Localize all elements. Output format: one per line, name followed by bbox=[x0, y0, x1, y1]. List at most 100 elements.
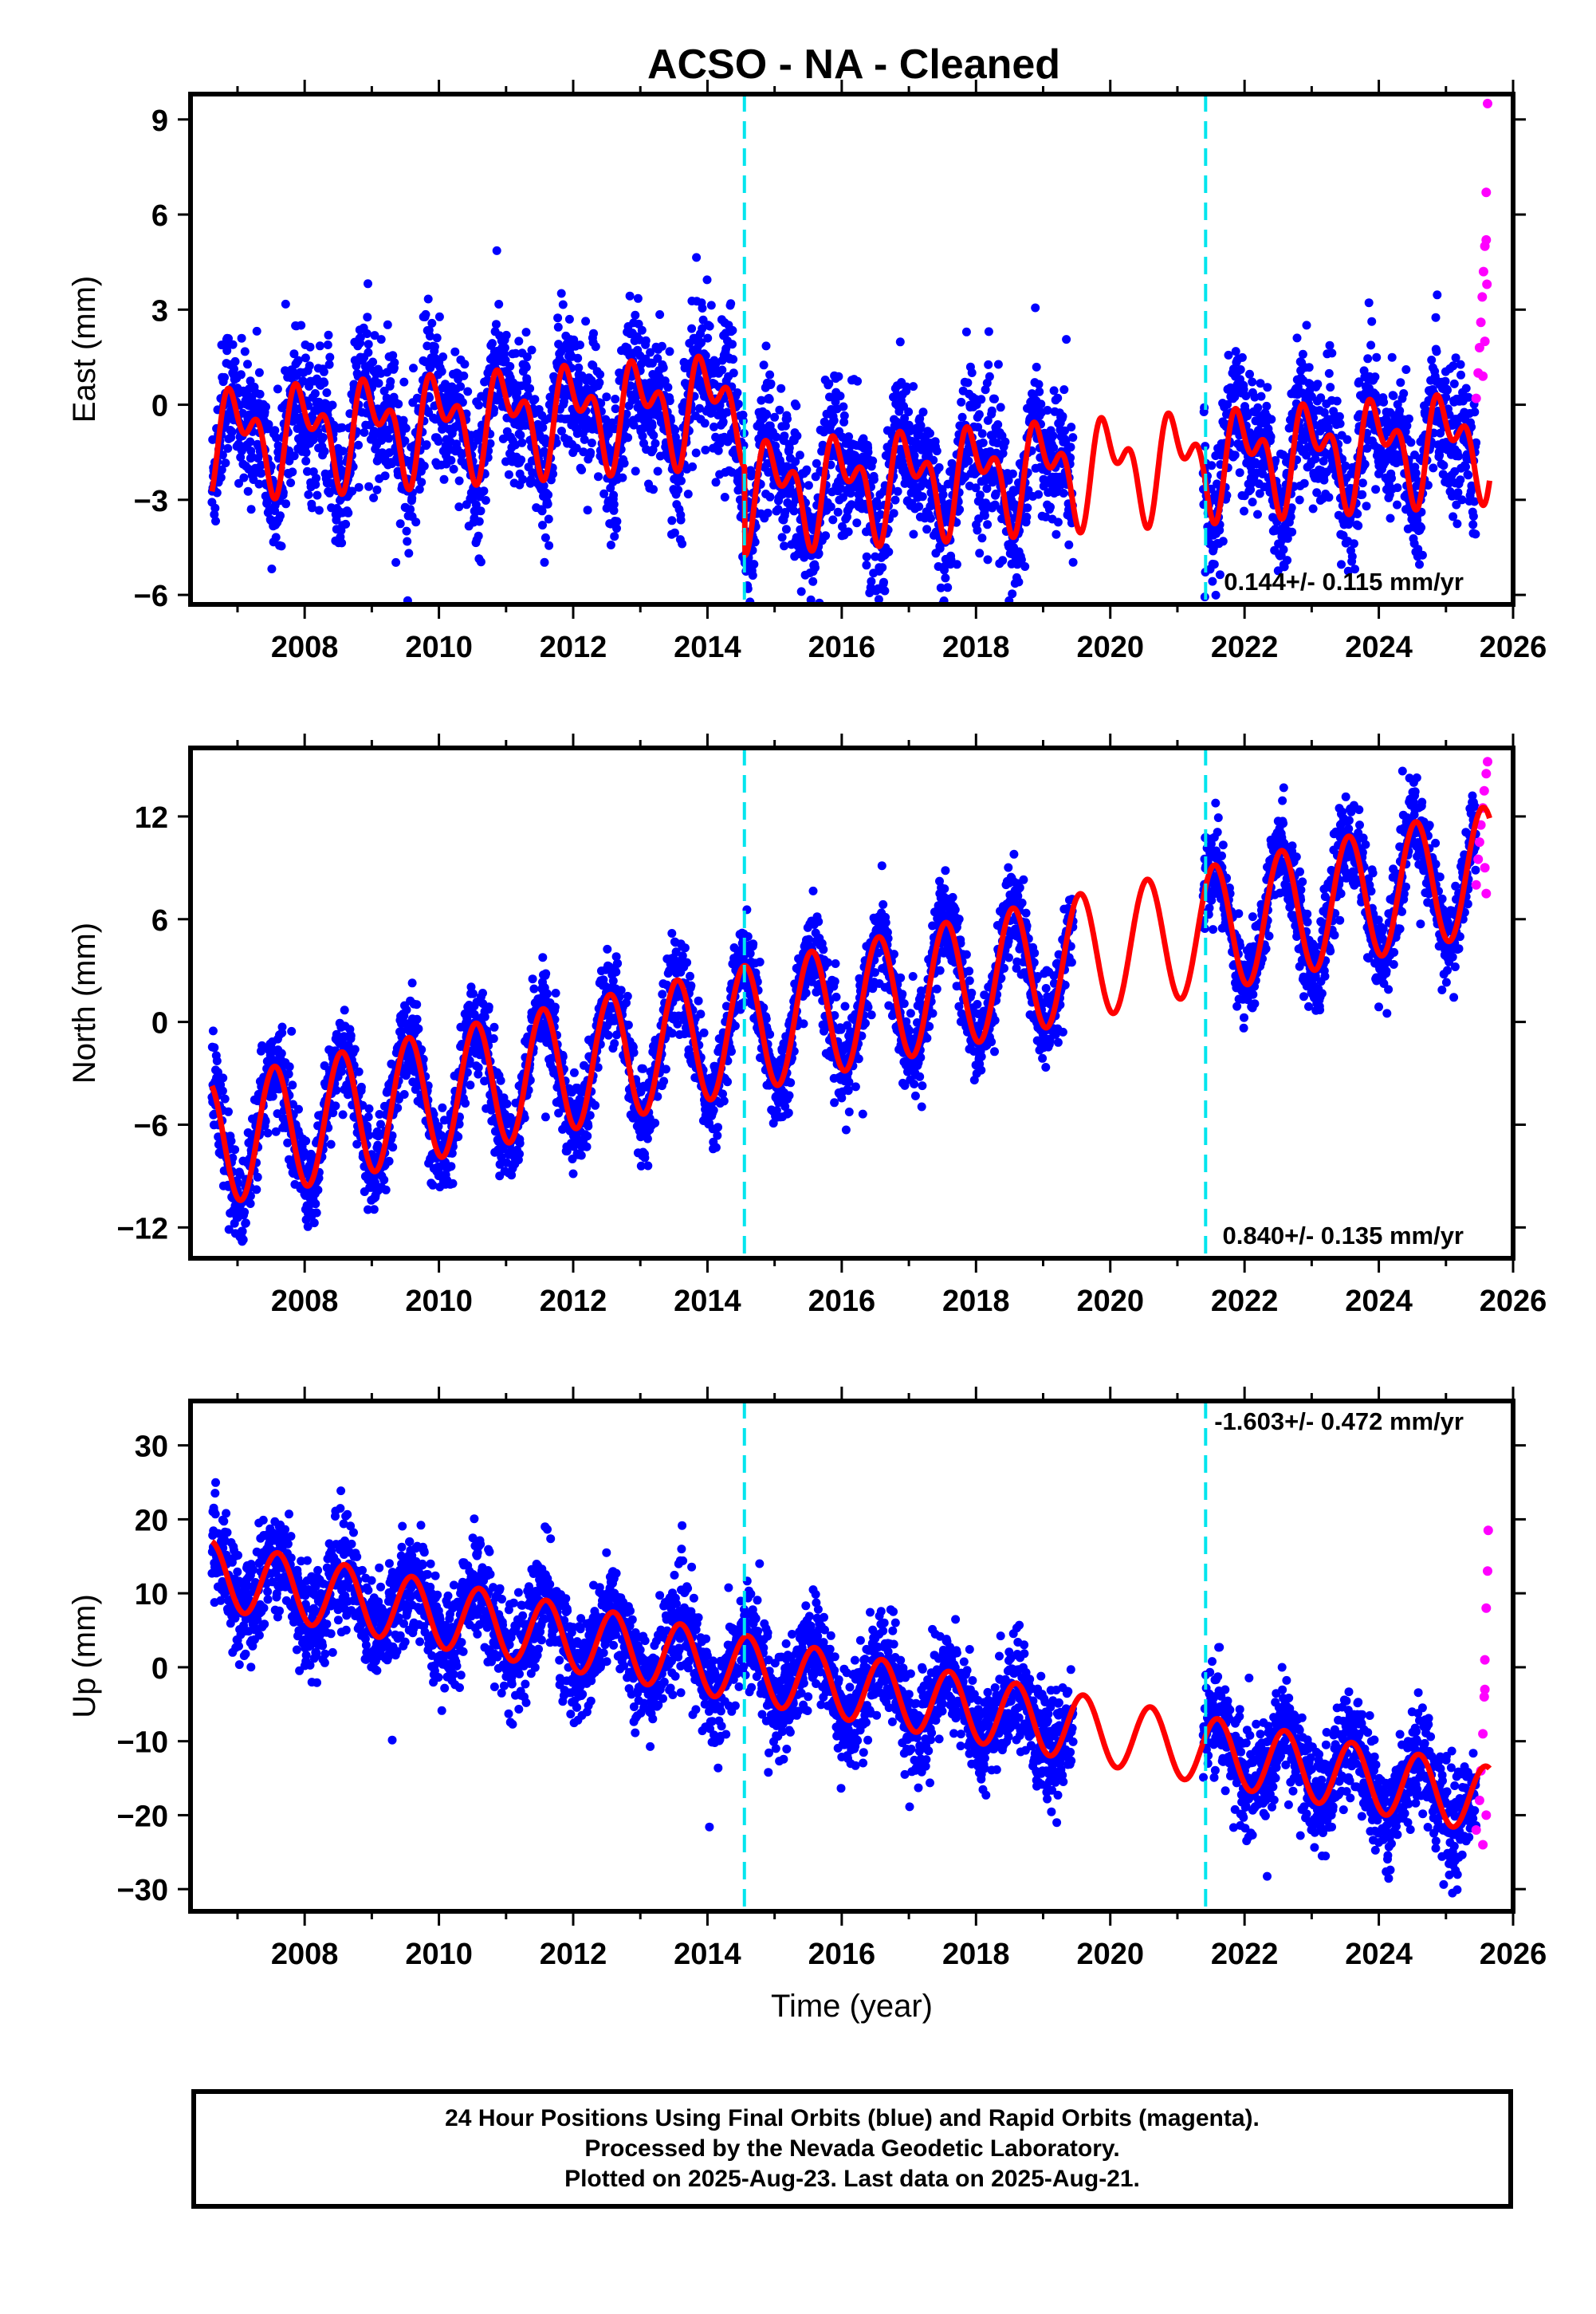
east-final-point bbox=[1302, 321, 1311, 330]
east-final-point bbox=[748, 571, 757, 580]
east-final-point bbox=[1362, 502, 1371, 511]
east-final-point bbox=[1386, 514, 1395, 523]
east-final-point bbox=[267, 565, 277, 573]
north-final-point bbox=[448, 1179, 458, 1188]
east-final-point bbox=[1427, 356, 1437, 364]
east-final-point bbox=[1468, 512, 1478, 521]
north-final-point bbox=[350, 1045, 360, 1054]
east-final-point bbox=[1049, 386, 1059, 396]
east-rapid-point bbox=[1478, 266, 1488, 277]
east-final-point bbox=[521, 363, 531, 372]
east-final-point bbox=[323, 340, 332, 349]
east-final-point bbox=[1325, 340, 1335, 350]
north-final-point bbox=[288, 1080, 297, 1090]
east-rapid-point bbox=[1471, 393, 1481, 403]
east-final-point bbox=[1370, 372, 1380, 382]
east-final-point bbox=[1395, 406, 1405, 415]
east-final-point bbox=[380, 471, 390, 481]
east-final-point bbox=[1313, 380, 1323, 389]
east-final-point bbox=[868, 456, 878, 466]
east-final-point bbox=[1319, 475, 1329, 485]
east-final-point bbox=[1411, 468, 1421, 478]
east-final-point bbox=[1347, 552, 1357, 561]
east-final-point bbox=[677, 476, 686, 486]
east-final-point bbox=[313, 490, 322, 500]
east-final-point bbox=[1468, 520, 1478, 529]
east-final-point bbox=[217, 465, 226, 474]
east-xtick-label: 2014 bbox=[674, 631, 741, 664]
east-final-point bbox=[369, 493, 379, 502]
east-final-point bbox=[501, 457, 510, 466]
east-final-point bbox=[432, 333, 442, 343]
east-final-point bbox=[573, 353, 583, 363]
east-rapid-point bbox=[1478, 371, 1488, 381]
east-final-point bbox=[521, 328, 531, 337]
east-final-point bbox=[541, 533, 550, 542]
east-ytick-label: 3 bbox=[151, 294, 168, 328]
east-final-point bbox=[606, 541, 615, 549]
east-final-point bbox=[354, 482, 364, 492]
east-final-point bbox=[1324, 493, 1334, 502]
east-final-point bbox=[647, 421, 657, 431]
east-final-point bbox=[879, 577, 888, 587]
east-final-point bbox=[1471, 529, 1480, 539]
east-final-point bbox=[602, 392, 611, 402]
east-final-point bbox=[446, 455, 456, 465]
east-final-point bbox=[637, 325, 647, 335]
east-final-point bbox=[863, 447, 873, 457]
north-final-point bbox=[388, 1143, 398, 1152]
east-final-point bbox=[237, 333, 246, 343]
north-final-point bbox=[224, 1107, 233, 1116]
east-final-point bbox=[876, 616, 885, 624]
east-final-point bbox=[763, 508, 772, 518]
east-final-point bbox=[1267, 415, 1276, 424]
east-final-point bbox=[288, 467, 297, 477]
east-final-point bbox=[762, 410, 772, 419]
east-final-point bbox=[804, 481, 813, 490]
east-final-point bbox=[527, 345, 537, 355]
north-final-point bbox=[277, 1022, 287, 1032]
east-final-point bbox=[236, 453, 246, 462]
east-final-point bbox=[1035, 387, 1044, 396]
east-final-point bbox=[657, 341, 666, 351]
east-final-point bbox=[363, 329, 371, 338]
east-final-point bbox=[301, 456, 311, 466]
north-final-point bbox=[364, 1112, 373, 1122]
east-final-point bbox=[240, 347, 250, 356]
east-final-point bbox=[1443, 385, 1452, 395]
east-final-point bbox=[1211, 590, 1221, 600]
east-final-point bbox=[1304, 363, 1314, 372]
east-final-point bbox=[957, 397, 966, 407]
east-final-point bbox=[344, 508, 353, 518]
east-xtick-label: 2024 bbox=[1345, 631, 1413, 664]
east-final-point bbox=[813, 614, 822, 623]
east-final-point bbox=[401, 423, 411, 433]
east-final-point bbox=[1358, 478, 1367, 488]
east-final-point bbox=[808, 577, 818, 586]
east-final-point bbox=[460, 360, 470, 369]
east-final-point bbox=[264, 419, 273, 429]
east-final-point bbox=[780, 431, 789, 441]
east-final-point bbox=[1417, 550, 1427, 560]
north-final-point bbox=[412, 1014, 422, 1024]
east-final-point bbox=[612, 517, 622, 526]
east-final-point bbox=[918, 407, 928, 417]
east-final-point bbox=[1256, 392, 1266, 401]
east-final-point bbox=[943, 583, 953, 592]
east-final-point bbox=[990, 394, 999, 403]
east-final-point bbox=[1439, 461, 1449, 470]
east-final-point bbox=[421, 309, 430, 319]
east-final-point bbox=[538, 423, 548, 432]
east-final-point bbox=[494, 300, 504, 309]
east-final-point bbox=[305, 342, 315, 352]
north-final-point bbox=[238, 1235, 248, 1245]
east-final-point bbox=[977, 429, 987, 439]
east-final-point bbox=[1240, 506, 1248, 516]
east-final-point bbox=[513, 388, 522, 397]
north-final-point bbox=[210, 1043, 219, 1053]
east-final-point bbox=[504, 470, 513, 479]
north-final-point bbox=[277, 1049, 286, 1058]
east-final-point bbox=[1456, 475, 1465, 485]
east-final-point bbox=[609, 490, 619, 500]
